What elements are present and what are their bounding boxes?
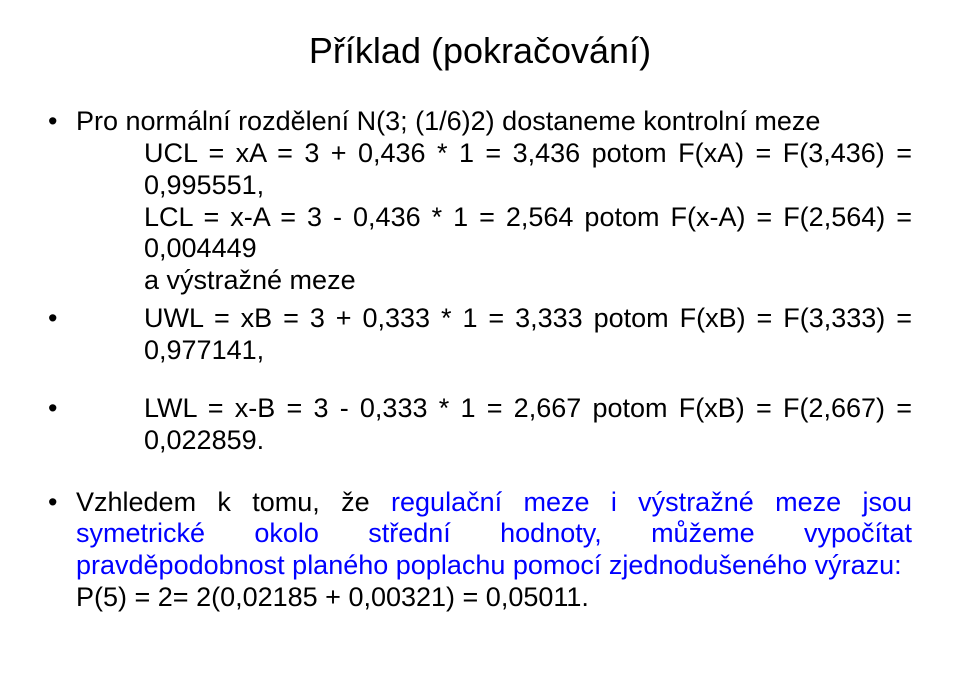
bullet-4-line2: P(5) = 2= 2(0,02185 + 0,00321) = 0,05011… [76, 582, 912, 614]
bullet-2-line1: UWL = xB = 3 + 0,333 * 1 = 3,333 potom F… [76, 303, 912, 367]
bullet-4: Vzhledem k tomu, že regulační meze i výs… [48, 487, 912, 614]
bullet-1-line4: a výstražné meze [76, 265, 912, 297]
bullet-1-line3: LCL = x-A = 3 - 0,436 * 1 = 2,564 potom … [76, 202, 912, 266]
bullet-list: Pro normální rozdělení N(3; (1/6)2) dost… [48, 106, 912, 614]
bullet-3-line1: LWL = x-B = 3 - 0,333 * 1 = 2,667 potom … [76, 393, 912, 457]
bullet-1-line2: UCL = xA = 3 + 0,436 * 1 = 3,436 potom F… [76, 138, 912, 202]
bullet-1: Pro normální rozdělení N(3; (1/6)2) dost… [48, 106, 912, 297]
bullet-3: LWL = x-B = 3 - 0,333 * 1 = 2,667 potom … [48, 393, 912, 457]
slide-title: Příklad (pokračování) [48, 30, 912, 72]
bullet-1-line1: Pro normální rozdělení N(3; (1/6)2) dost… [76, 106, 912, 138]
bullet-2: UWL = xB = 3 + 0,333 * 1 = 3,333 potom F… [48, 303, 912, 367]
bullet-4-black: Vzhledem k tomu, že [76, 487, 391, 517]
